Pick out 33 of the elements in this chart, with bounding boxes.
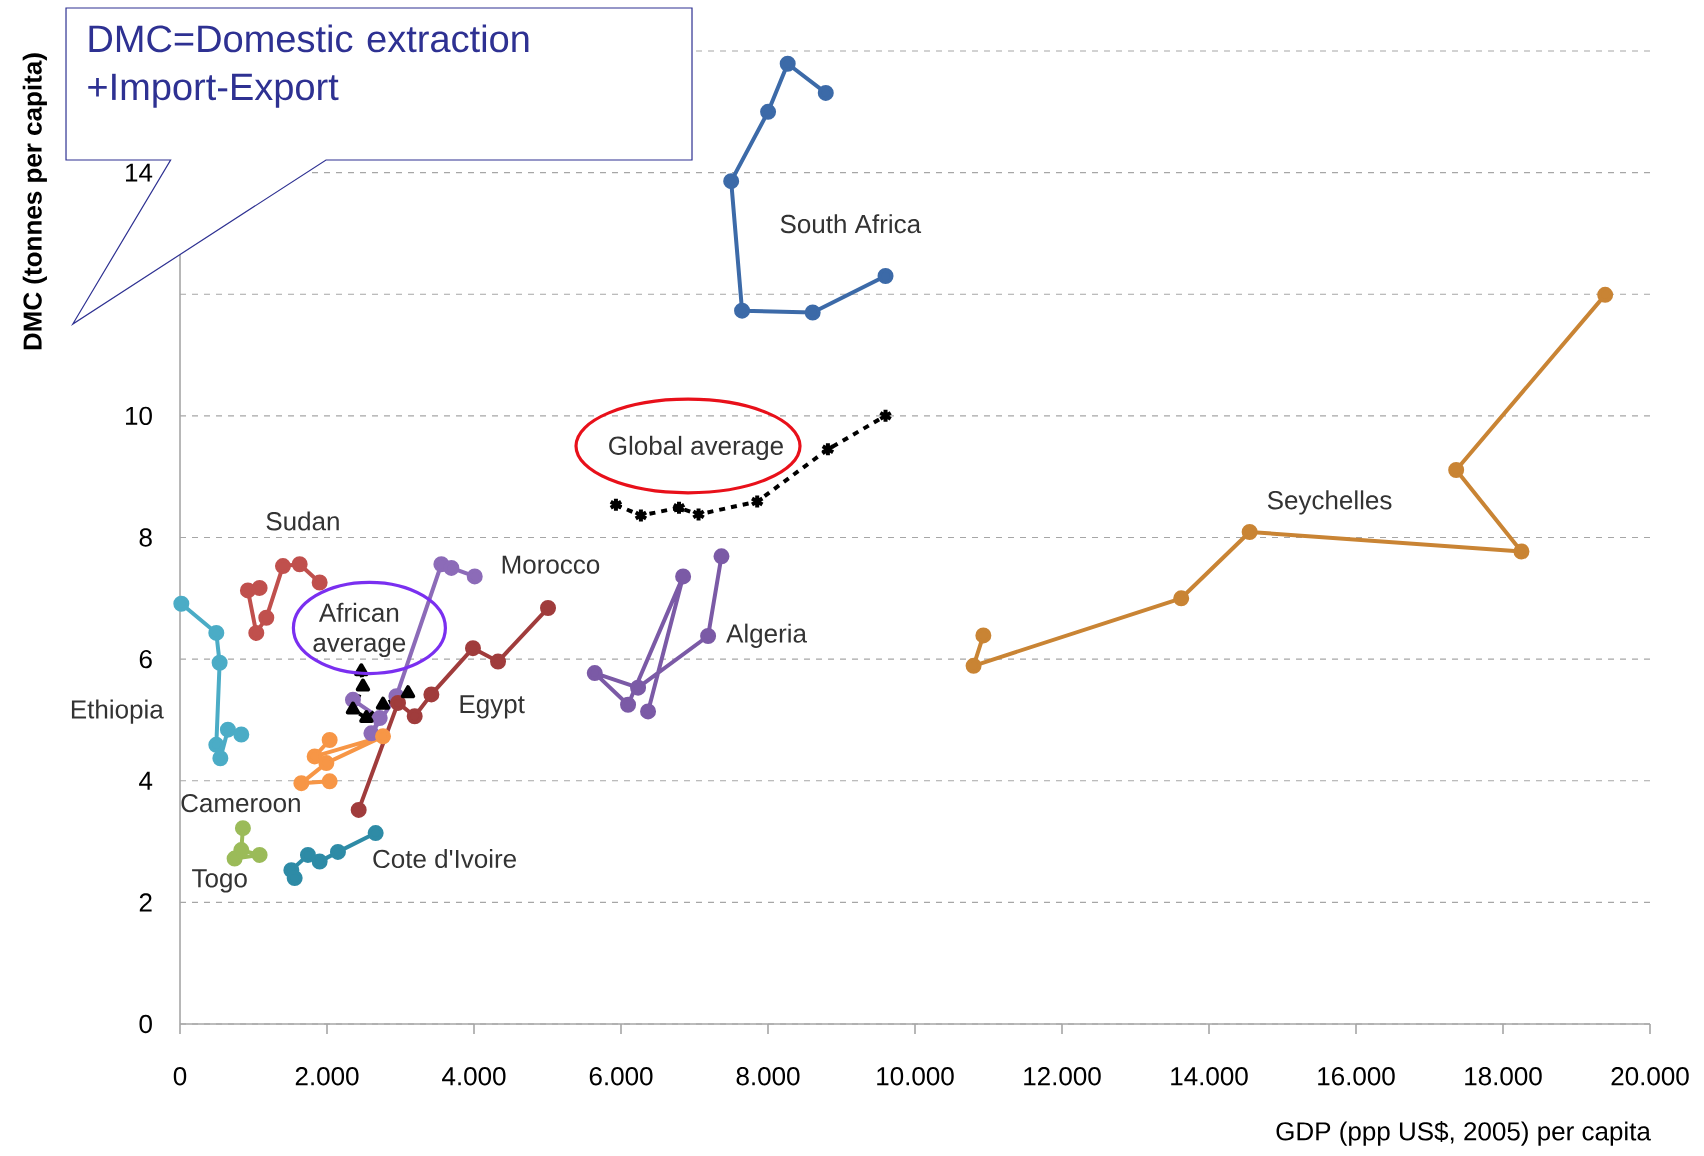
x-tick-label: 0 <box>173 1067 187 1086</box>
series-label: South Africa <box>780 214 922 234</box>
y-tick-label: 14 <box>125 163 153 182</box>
series-label: African average <box>313 602 406 658</box>
x-tick-label: 12.000 <box>1024 1067 1101 1086</box>
y-tick-label: 10 <box>125 406 152 426</box>
x-tick-label: 4.000 <box>442 1067 506 1086</box>
series-label: Cote d'Ivoire <box>373 849 516 869</box>
y-tick-label: 2 <box>139 893 152 912</box>
series-label: Cameroon <box>181 793 300 813</box>
x-tick-label: 2.000 <box>295 1067 359 1086</box>
x-tick-label: 6.000 <box>589 1067 653 1086</box>
series-label: Sudan <box>266 511 339 531</box>
series-label: Global average <box>609 435 783 461</box>
y-tick-label: 4 <box>139 771 153 790</box>
x-tick-label: 18.000 <box>1465 1067 1542 1086</box>
x-axis-title: GDP (ppp US$, 2005) per capita <box>1276 1121 1651 1146</box>
annotation: DMC=Domestic extraction +Import-Export <box>88 24 529 108</box>
x-tick-label: 8.000 <box>736 1067 800 1086</box>
series-label: Morocco <box>502 555 600 574</box>
series-label: Egypt <box>460 695 525 719</box>
x-tick-label: 20.000 <box>1611 1067 1689 1086</box>
series-label: Seychelles <box>1267 490 1392 515</box>
x-tick-label: 16.000 <box>1318 1067 1395 1086</box>
x-tick-label: 10.000 <box>877 1067 954 1086</box>
series-label: Togo <box>192 869 247 893</box>
y-tick-label: 8 <box>139 528 152 547</box>
x-tick-label: 14.000 <box>1171 1067 1248 1086</box>
series-label: Algeria <box>726 623 807 648</box>
y-tick-label: 6 <box>139 649 152 669</box>
y-tick-label: 0 <box>139 1014 152 1034</box>
y-axis-title: DMC (tonnes per capita) <box>22 53 47 350</box>
series-label: Ethiopia <box>71 699 164 724</box>
